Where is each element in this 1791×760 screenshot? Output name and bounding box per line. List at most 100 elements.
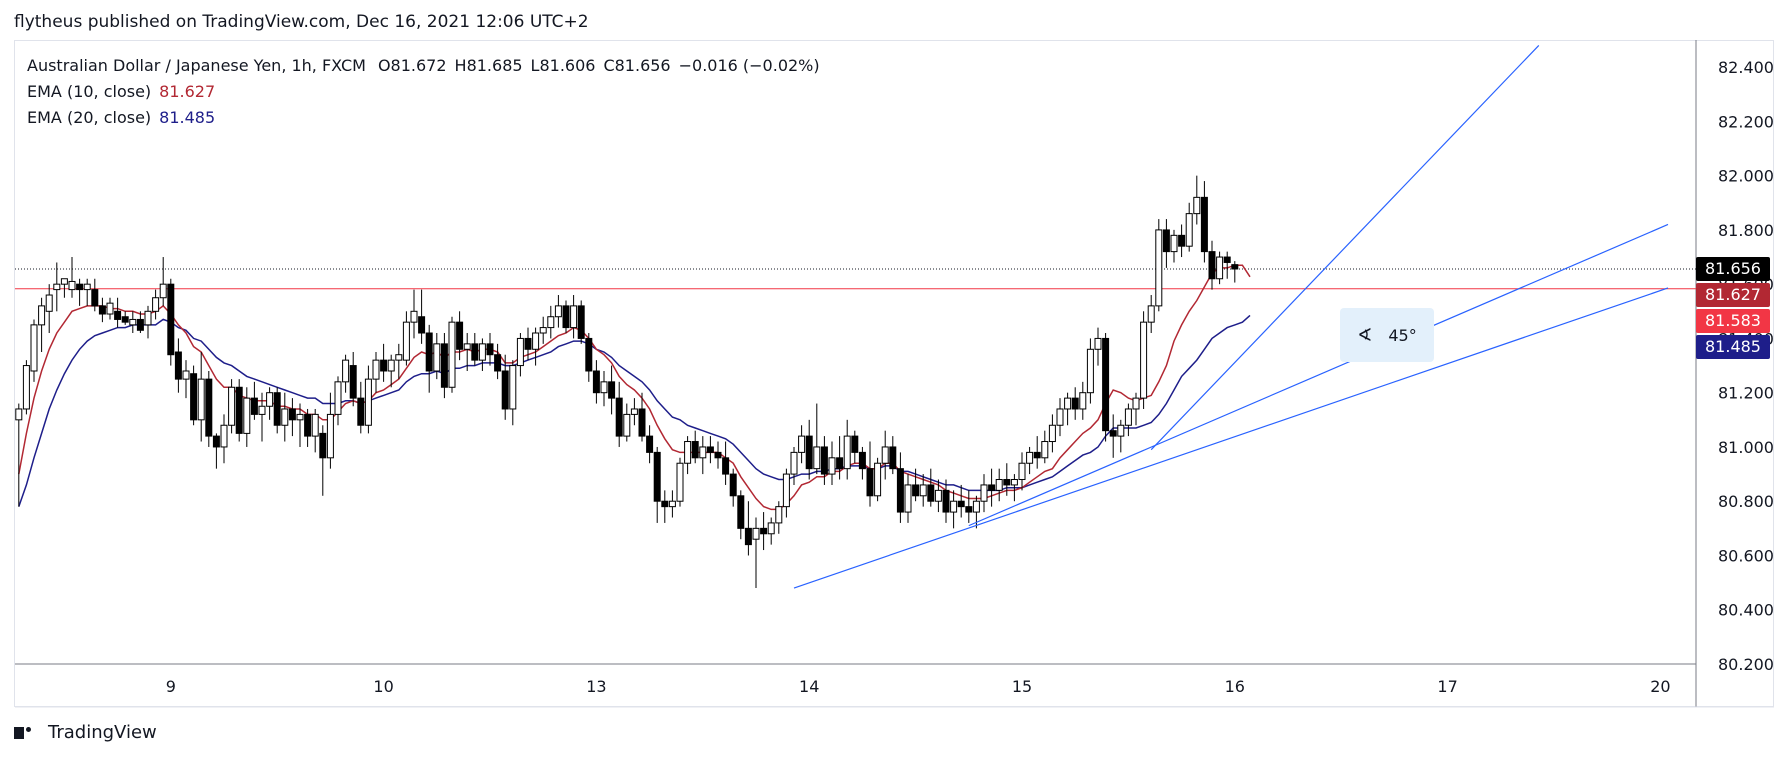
candle-body (1094, 337, 1102, 350)
candle-body (395, 354, 403, 361)
candle-body (600, 381, 608, 394)
candle-body (942, 489, 950, 513)
candle-body (782, 473, 790, 508)
price-tag: 81.485 (1696, 334, 1770, 359)
legend-open-key: O (377, 56, 391, 75)
candle-body (205, 378, 213, 437)
candle-body (1208, 251, 1216, 280)
candle-body (235, 386, 243, 434)
candle-body (45, 294, 53, 312)
candle-body (478, 343, 486, 361)
trendline (793, 287, 1669, 589)
candle-body (904, 484, 912, 513)
legend-ema10-row[interactable]: EMA (10, close) 81.627 (27, 79, 820, 105)
candle-body (326, 413, 334, 459)
y-tick-label: 82.000 (1718, 167, 1774, 186)
chart-legend: Australian Dollar / Japanese Yen, 1h, FX… (27, 53, 820, 131)
candle-body (38, 305, 46, 326)
candle-body (129, 318, 137, 326)
candle-body (250, 397, 258, 415)
candle-body (243, 397, 251, 434)
candle-body (212, 435, 220, 448)
candle-body (266, 392, 274, 407)
y-tick-label: 80.800 (1718, 492, 1774, 511)
candle-body (957, 500, 965, 508)
candle-body (1033, 451, 1041, 459)
candle-body (448, 321, 456, 388)
candle-body (190, 373, 198, 421)
candle-body (1109, 430, 1117, 437)
candle-body (281, 408, 289, 426)
candle-body (220, 424, 228, 448)
candle-body (106, 302, 114, 315)
candle-body (1193, 196, 1201, 215)
candle-body (319, 432, 327, 459)
legend-ema20-row[interactable]: EMA (20, close) 81.485 (27, 105, 820, 131)
candle-body (737, 495, 745, 529)
footer-brand[interactable]: TradingView (48, 722, 157, 743)
candle-body (334, 381, 342, 415)
candle-body (1216, 256, 1224, 280)
y-tick-label: 82.400 (1718, 58, 1774, 77)
candle-body (1124, 408, 1132, 426)
candle-body (456, 321, 464, 350)
legend-close-key: C (603, 56, 615, 75)
candle-body (296, 413, 304, 421)
candle-body (562, 305, 570, 329)
candle-body (684, 441, 692, 464)
candle-body (410, 310, 418, 323)
candle-body (98, 305, 106, 315)
y-tick-label: 80.200 (1718, 655, 1774, 674)
candle-body (159, 283, 167, 299)
candle-body (1140, 321, 1148, 399)
candle-body (114, 310, 122, 320)
candle-body (752, 527, 760, 540)
y-tick-label: 81.200 (1718, 384, 1774, 403)
candle-body (1018, 462, 1026, 481)
candle-body (1155, 229, 1163, 307)
candle-body (1079, 392, 1087, 410)
candle-body (524, 337, 532, 350)
candle-body (691, 441, 699, 459)
publisher-line: flytheus published on TradingView.com, D… (14, 12, 589, 32)
candle-body (615, 397, 623, 437)
candle-body (1231, 264, 1239, 270)
candle-body (1178, 234, 1186, 247)
price-tag: 81.656 (1696, 256, 1770, 281)
candle-body (364, 378, 372, 426)
candle-body (1223, 256, 1231, 263)
candle-body (653, 451, 661, 502)
candle-body (273, 392, 281, 426)
candle-body (1071, 397, 1079, 410)
candle-body (1200, 196, 1208, 253)
candle-body (1102, 337, 1110, 432)
candle-body (554, 305, 562, 318)
candle-body (372, 359, 380, 380)
y-tick-label: 81.000 (1718, 438, 1774, 457)
legend-high-key: H (454, 56, 467, 75)
candle-body (995, 479, 1003, 491)
ema10-value: 81.627 (159, 82, 216, 101)
legend-symbol[interactable]: Australian Dollar / Japanese Yen, 1h, FX… (27, 56, 366, 75)
candle-body (144, 310, 152, 326)
candle-body (1147, 305, 1155, 323)
candle-body (418, 316, 426, 334)
candle-body (638, 408, 646, 437)
candle-body (182, 370, 190, 380)
candle-body (532, 332, 540, 350)
legend-close: 81.656 (614, 56, 671, 75)
candle-body (121, 316, 129, 323)
candle-body (1026, 451, 1034, 464)
candle-body (228, 386, 236, 426)
trend-angle-badge[interactable]: ∢ 45° (1340, 308, 1434, 362)
ema10-line (18, 264, 1251, 511)
candle-body (1132, 397, 1140, 410)
ema20-line (18, 314, 1251, 507)
x-tick-label: 20 (1650, 677, 1670, 696)
candle-body (714, 451, 722, 459)
candle-body (152, 297, 160, 312)
candle-body (547, 316, 555, 329)
candle-body (889, 446, 897, 470)
legend-ohlc-row: Australian Dollar / Japanese Yen, 1h, FX… (27, 53, 820, 79)
